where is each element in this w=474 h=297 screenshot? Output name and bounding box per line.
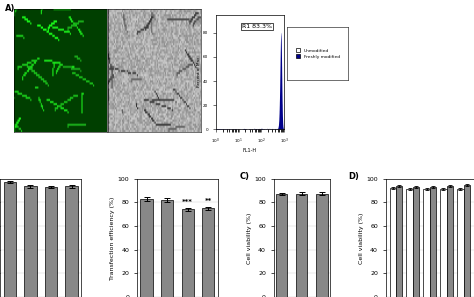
Bar xyxy=(430,187,436,297)
Bar xyxy=(182,209,194,297)
Text: A): A) xyxy=(5,4,15,13)
Bar xyxy=(464,185,470,297)
Bar xyxy=(276,194,287,297)
X-axis label: FL1-H: FL1-H xyxy=(243,148,257,153)
Bar xyxy=(447,187,453,297)
Bar xyxy=(390,188,396,297)
Y-axis label: Cell viability (%): Cell viability (%) xyxy=(358,212,364,263)
Y-axis label: Percent of Max: Percent of Max xyxy=(197,57,201,87)
Bar xyxy=(161,200,173,297)
Bar xyxy=(407,189,413,297)
Bar xyxy=(396,187,402,297)
Bar xyxy=(4,182,16,297)
Text: ***: *** xyxy=(182,199,193,205)
Bar xyxy=(296,194,308,297)
Bar xyxy=(440,189,447,297)
Bar xyxy=(457,189,464,297)
Bar xyxy=(65,187,78,297)
Bar xyxy=(202,208,214,297)
Text: R1 83.3%: R1 83.3% xyxy=(242,24,272,29)
Text: C): C) xyxy=(239,172,250,181)
Text: **: ** xyxy=(205,198,212,204)
Y-axis label: Cell viability (%): Cell viability (%) xyxy=(246,212,252,263)
Bar xyxy=(317,194,328,297)
Bar xyxy=(423,189,430,297)
Bar xyxy=(413,187,419,297)
Bar xyxy=(140,199,153,297)
Bar xyxy=(45,187,57,297)
Text: D): D) xyxy=(348,172,359,181)
Bar xyxy=(24,187,36,297)
Y-axis label: Transfection efficiency (%): Transfection efficiency (%) xyxy=(110,196,115,279)
Legend: Unmodified, Freshly modified: Unmodified, Freshly modified xyxy=(294,47,341,60)
